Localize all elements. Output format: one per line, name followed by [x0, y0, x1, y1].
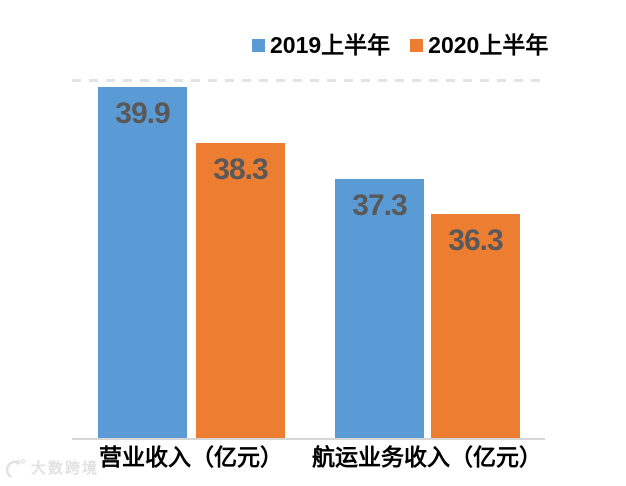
- plot-area: 39.9 38.3 37.3 36.3: [72, 79, 547, 440]
- legend-swatch-2019-icon: [252, 39, 265, 52]
- legend-item-2019: 2019上半年: [252, 34, 390, 57]
- watermark: 大数跨境: [5, 457, 99, 478]
- gridline-40: [72, 79, 547, 82]
- bar-2020上半年-0: 38.3: [196, 143, 285, 438]
- legend-swatch-2020-icon: [410, 39, 424, 52]
- legend-label-2020: 2020上半年: [428, 32, 549, 58]
- bar-value-label: 36.3: [448, 224, 503, 257]
- chart-legend: 2019上半年 2020上半年: [252, 34, 548, 57]
- bar-value-label: 37.3: [352, 189, 407, 222]
- bar-2019上半年-1: 37.3: [335, 179, 424, 438]
- x-axis-line: [72, 438, 545, 440]
- bar-value-label: 39.9: [115, 97, 170, 130]
- watermark-text: 大数跨境: [31, 460, 100, 477]
- category-label-revenue: 营业收入（亿元）: [99, 444, 283, 470]
- watermark-logo-icon: [5, 458, 25, 478]
- legend-label-2019: 2019上半年: [270, 32, 391, 58]
- legend-item-2020: 2020上半年: [410, 34, 548, 57]
- bar-value-label: 38.3: [213, 153, 268, 186]
- bar-2020上半年-1: 36.3: [431, 214, 520, 438]
- category-label-shipping-revenue: 航运业务收入（亿元）: [312, 444, 542, 470]
- bar-2019上半年-0: 39.9: [98, 87, 187, 438]
